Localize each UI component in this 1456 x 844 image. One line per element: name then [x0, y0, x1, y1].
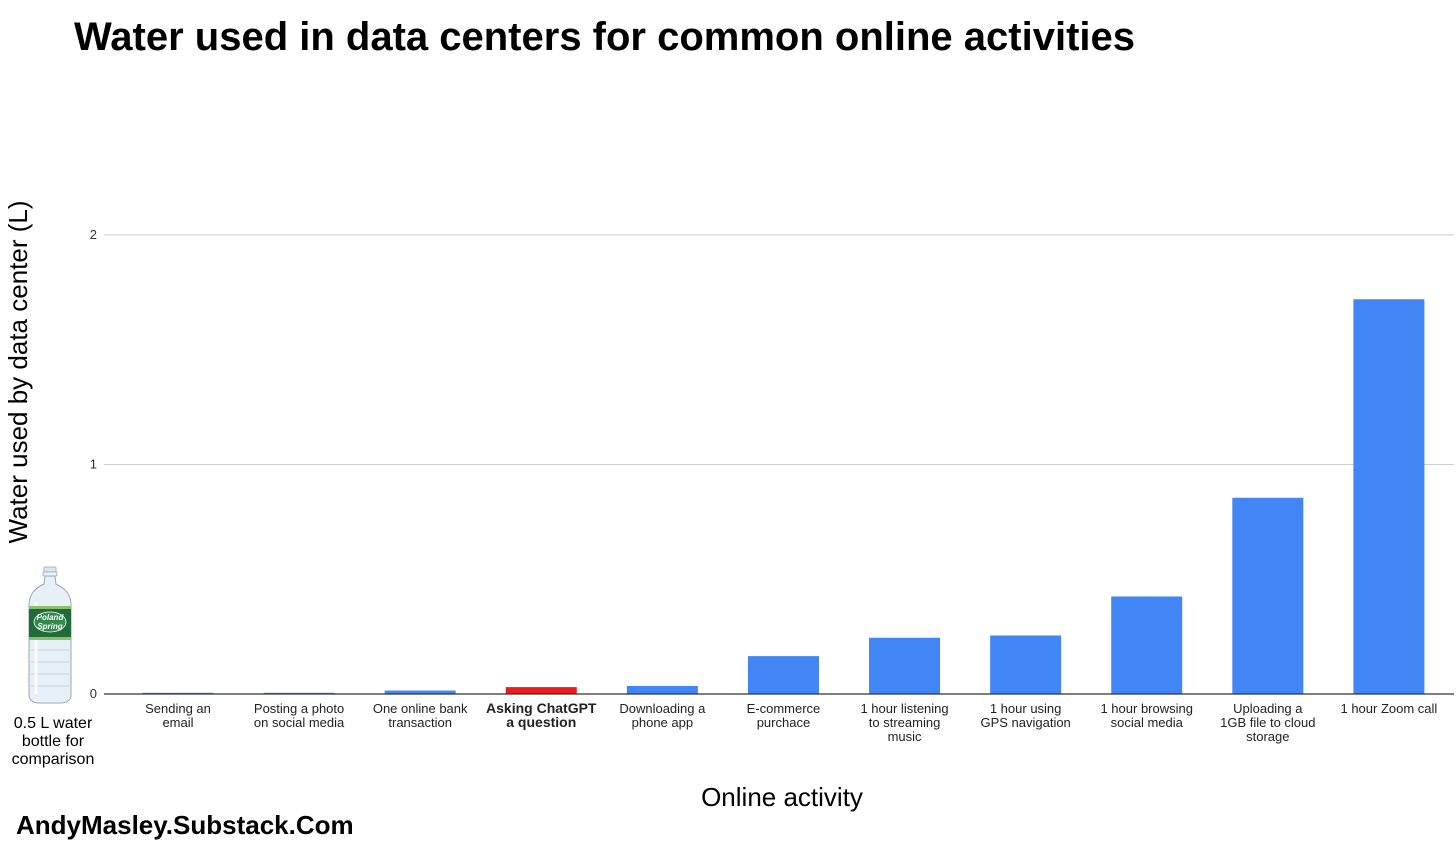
bar: [626, 685, 698, 694]
y-tick-label: 0: [90, 686, 97, 701]
bar: [1353, 299, 1425, 694]
x-tick-label: Downloading a phone app: [619, 701, 706, 730]
bar: [505, 687, 577, 694]
x-tick-label: 1 hour listening to streaming music: [860, 701, 948, 744]
gridlines: [104, 234, 1454, 465]
bottle-caption-text: 0.5 L water bottle for comparison: [12, 715, 95, 768]
y-tick-label: 2: [90, 227, 97, 242]
bar: [869, 637, 941, 694]
water-bottle-icon: Poland Spring: [28, 566, 72, 704]
x-tick-label: Posting a photo on social media: [254, 701, 345, 730]
bar: [747, 656, 819, 694]
bar: [990, 635, 1062, 694]
y-tick-label: 1: [90, 457, 97, 472]
bar: [1232, 497, 1304, 694]
y-axis-label: Water used by data center (L): [3, 201, 33, 544]
x-tick-label: Sending an email: [145, 701, 211, 730]
chart-title: Water used in data centers for common on…: [74, 15, 1135, 59]
x-tick-label: One online bank transaction: [373, 701, 468, 730]
x-tick-label: 1 hour Zoom call: [1340, 701, 1437, 716]
x-tick-label: Uploading a 1GB file to cloud storage: [1220, 701, 1315, 744]
site-credit: AndyMasley.Substack.Com: [16, 810, 354, 840]
x-tick-label: Asking ChatGPT a question: [486, 700, 597, 730]
x-tick-label: 1 hour using GPS navigation: [980, 701, 1070, 730]
bottle-brand-text: Spring: [37, 622, 62, 631]
x-tick-label: 1 hour browsing social media: [1100, 701, 1193, 730]
bar: [1111, 596, 1183, 694]
x-axis-categories: Sending an email Posting a photo on social …: [145, 700, 1437, 744]
bottle-brand-text: Poland: [37, 613, 65, 622]
bottle-caption: 0.5 L water bottle for comparison: [12, 715, 95, 768]
x-axis-label: Online activity: [701, 782, 863, 812]
y-axis-ticks: 0 1 2: [90, 227, 97, 701]
bar: [384, 690, 456, 694]
x-tick-label: E-commerce purchace: [747, 701, 821, 730]
bars: [142, 299, 1425, 694]
